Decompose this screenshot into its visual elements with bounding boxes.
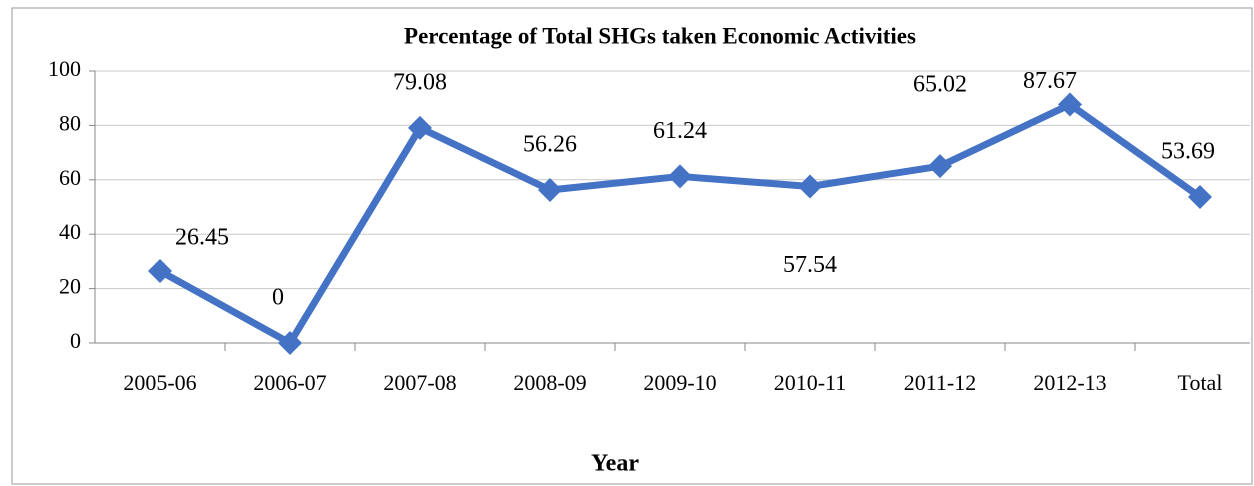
data-point [278, 331, 302, 355]
data-label: 56.26 [523, 131, 577, 157]
y-tick-label: 20 [59, 274, 81, 299]
data-label: 26.45 [175, 225, 229, 251]
data-label: 53.69 [1161, 138, 1215, 164]
y-tick-label: 40 [59, 219, 81, 244]
data-point [1188, 184, 1212, 209]
chart-frame [11, 7, 1253, 485]
x-tick-label: 2005-06 [123, 370, 196, 395]
y-tick-label: 100 [48, 56, 81, 81]
data-label: 87.67 [1023, 68, 1077, 94]
x-tick-label: 2008-09 [513, 370, 586, 395]
y-tick-label: 60 [59, 165, 81, 190]
data-label: 65.02 [913, 72, 967, 98]
data-point [538, 177, 562, 202]
x-tick-label: 2010-11 [774, 370, 847, 395]
x-tick-label: 2007-08 [383, 370, 456, 395]
x-tick-label: Total [1178, 370, 1223, 395]
x-tick-label: 2012-13 [1033, 370, 1106, 395]
x-tick-label: 2011-12 [904, 370, 977, 395]
y-tick-label: 80 [59, 110, 81, 135]
x-tick-label: 2006-07 [253, 370, 326, 395]
x-tick-label: 2009-10 [643, 370, 716, 395]
data-label: 57.54 [783, 252, 837, 278]
data-point [148, 259, 172, 284]
data-label: 61.24 [653, 118, 707, 144]
y-tick-label: 0 [70, 328, 81, 353]
data-point [928, 154, 952, 179]
data-point [798, 174, 822, 199]
x-axis-title: Year [591, 451, 639, 477]
data-label: 0 [272, 285, 284, 311]
data-label: 79.08 [393, 69, 447, 95]
data-point [1058, 92, 1082, 117]
data-point [668, 164, 692, 189]
data-point [408, 115, 432, 140]
chart-title: Percentage of Total SHGs taken Economic … [404, 23, 916, 48]
